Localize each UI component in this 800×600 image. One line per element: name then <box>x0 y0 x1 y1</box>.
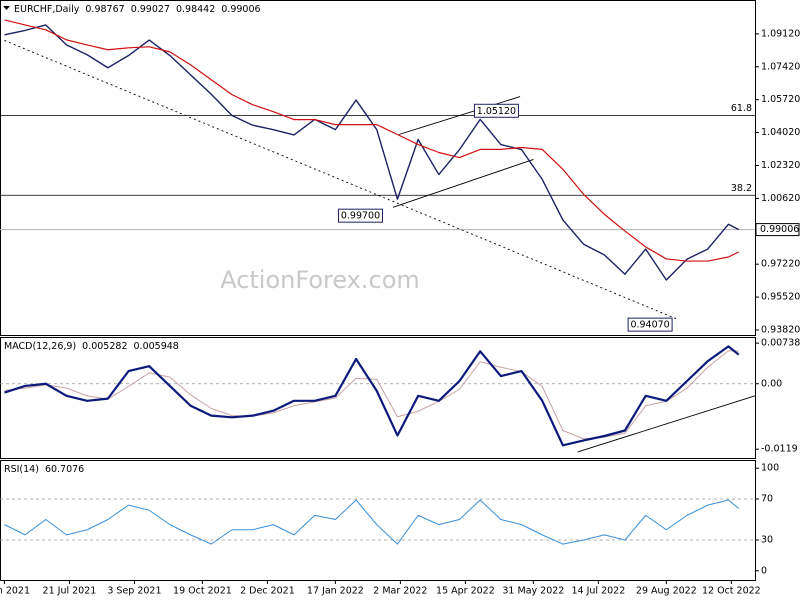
header-value: 60.7076 <box>45 464 84 475</box>
y-tick-label: 1.09120 <box>761 28 800 39</box>
y-tick-label: 1.02320 <box>761 160 800 171</box>
panel-header: RSI(14) 60.7076 <box>4 464 84 475</box>
x-tick-label: 29 Aug 2022 <box>636 586 697 597</box>
y-tick-label: 1.05720 <box>761 94 800 105</box>
x-tick-label: 7 Jun 2021 <box>0 586 30 597</box>
header-value: 0.98767 <box>85 4 124 15</box>
y-tick-label: 0.00 <box>761 378 782 389</box>
y-tick-label: 30 <box>761 535 773 546</box>
annotation-label: 0.99700 <box>341 211 380 222</box>
annotation-box <box>627 317 673 332</box>
panel-frame <box>0 337 756 459</box>
panel-title: EURCHF,Daily <box>14 4 80 15</box>
last-price-label: 0.99006 <box>760 224 799 235</box>
y-tick-label: 0.97220 <box>761 259 800 270</box>
annotation-label: 0.94070 <box>630 320 669 331</box>
y-tick-label: 70 <box>761 493 773 504</box>
x-tick-label: 2 Mar 2022 <box>373 586 427 597</box>
y-tick-label: 1.04020 <box>761 127 800 138</box>
annotation-label: 1.05120 <box>477 106 516 117</box>
x-tick-label: 14 Jul 2022 <box>571 586 625 597</box>
series-line <box>4 350 739 440</box>
y-tick-label: -0.0119 <box>761 444 798 455</box>
panel-title: MACD(12,26,9) <box>4 341 76 352</box>
menu-icon <box>3 6 10 10</box>
header-value: 0.98442 <box>176 4 215 15</box>
annotation-box <box>473 103 519 118</box>
y-tick-label: 0 <box>761 565 767 576</box>
x-tick-label: 3 Sep 2021 <box>107 586 161 597</box>
annotation-box <box>338 208 384 223</box>
trendline <box>577 395 756 453</box>
series-line <box>4 499 740 545</box>
panel-frame <box>0 0 756 336</box>
y-tick-label: 0.007384 <box>761 338 800 349</box>
header-value: 0.005282 <box>82 341 127 352</box>
series-line <box>4 24 740 281</box>
y-tick-label: 1.00620 <box>761 193 800 204</box>
trendline <box>4 40 677 320</box>
panel-frame <box>0 460 756 581</box>
panel-header: MACD(12,26,9) 0.005282 0.005948 <box>4 341 179 352</box>
panel-header: EURCHF,Daily 0.98767 0.99027 0.98442 0.99006 <box>14 4 261 15</box>
panel-title: RSI(14) <box>4 464 39 475</box>
y-tick-label: 1.07420 <box>761 61 800 72</box>
x-tick-label: 2 Dec 2021 <box>240 586 295 597</box>
x-tick-label: 19 Oct 2021 <box>173 586 232 597</box>
watermark: ActionForex.com <box>220 266 420 294</box>
x-tick-label: 31 May 2022 <box>502 586 564 597</box>
series-line <box>4 19 740 262</box>
level-label: 61.8 <box>731 103 752 114</box>
y-tick-label: 0.93820 <box>761 324 800 335</box>
x-tick-label: 12 Oct 2022 <box>702 586 761 597</box>
x-tick-label: 17 Jan 2022 <box>307 586 364 597</box>
header-value: 0.005948 <box>134 341 179 352</box>
x-tick-label: 21 Jul 2021 <box>43 586 97 597</box>
trendline <box>398 96 521 135</box>
header-value: 0.99027 <box>131 4 170 15</box>
last-price-box <box>755 223 800 237</box>
header-value: 0.99006 <box>221 4 260 15</box>
y-tick-label: 100 <box>761 463 779 474</box>
series-line <box>4 345 740 447</box>
level-label: 38.2 <box>731 183 752 194</box>
y-tick-label: 0.95520 <box>761 292 800 303</box>
trendline <box>392 159 534 208</box>
x-tick-label: 15 Apr 2022 <box>436 586 495 597</box>
